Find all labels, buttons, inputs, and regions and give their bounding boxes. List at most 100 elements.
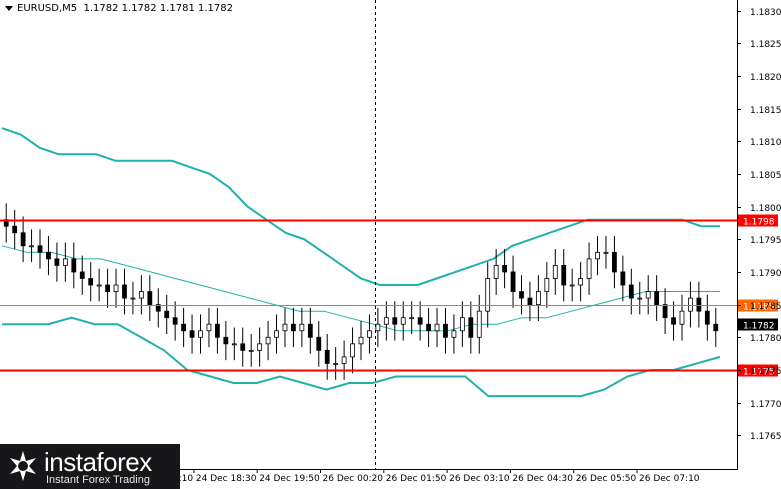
- ohlc-readout: 1.1782 1.1782 1.1781 1.1782: [83, 3, 233, 14]
- candle-body: [544, 278, 550, 292]
- candle-body: [485, 278, 491, 312]
- level-label-bg: [738, 299, 778, 312]
- candle-body: [426, 323, 431, 332]
- candle-body: [274, 330, 279, 338]
- x-tick-label: 26 Dec 05:50: [576, 474, 637, 484]
- candle-body: [519, 291, 524, 299]
- candle-body: [12, 225, 18, 234]
- candle-body: [206, 323, 212, 332]
- candle-body: [147, 291, 153, 306]
- candle-body: [620, 271, 626, 286]
- candle-body: [713, 323, 719, 332]
- candle-body: [443, 323, 448, 338]
- candle-body: [654, 291, 660, 306]
- candle-body: [586, 258, 592, 279]
- candle-body: [645, 291, 651, 299]
- candle-body: [46, 251, 51, 260]
- candle-body: [383, 317, 389, 325]
- candle-body: [155, 304, 161, 312]
- candle-body: [637, 297, 643, 300]
- candle-body: [113, 284, 119, 292]
- candle-body: [29, 245, 34, 248]
- candles: [3, 203, 719, 380]
- x-tick-label: 26 Dec 00:20: [323, 474, 384, 484]
- candle-body: [451, 330, 457, 338]
- current-price-bg: [738, 318, 778, 331]
- candle-body: [164, 310, 170, 319]
- candle-body: [96, 284, 102, 287]
- candle-body: [535, 291, 541, 306]
- candle-body: [468, 317, 474, 338]
- candle-body: [493, 265, 499, 279]
- candle-body: [459, 317, 465, 332]
- candle-body: [231, 343, 237, 346]
- instaforex-logo: instaforex Instant Forex Trading: [0, 444, 180, 489]
- candle-body: [527, 297, 533, 306]
- y-tick-label: 1.1830: [750, 8, 781, 18]
- candle-body: [291, 323, 296, 332]
- candle-body: [240, 343, 246, 351]
- y-tick-label: 1.1810: [750, 138, 781, 148]
- candle-body: [603, 251, 609, 254]
- y-tick-label: 1.1795: [750, 236, 781, 246]
- candle-body: [671, 317, 676, 325]
- candle-body: [130, 297, 136, 300]
- logo-wordmark: instaforex: [44, 447, 152, 477]
- candle-body: [71, 258, 77, 273]
- candle-body: [172, 317, 178, 325]
- candle-body: [569, 284, 575, 287]
- candle-body: [688, 297, 693, 312]
- candle-body: [561, 265, 567, 286]
- candle-body: [316, 336, 322, 351]
- symbol-label: EURUSD,M5: [17, 3, 78, 14]
- instaforex-emblem-icon: [10, 451, 36, 481]
- y-tick-label: 1.1815: [750, 106, 781, 116]
- candle-body: [595, 251, 600, 260]
- candle-body: [612, 251, 617, 273]
- plot-area: [0, 0, 737, 470]
- candle-body: [578, 278, 584, 286]
- y-tick-label: 1.1770: [750, 400, 781, 410]
- y-tick-label: 1.1825: [750, 40, 781, 50]
- candle-body: [307, 323, 313, 338]
- candle-body: [37, 245, 43, 253]
- x-tick-label: 26 Dec 04:30: [512, 474, 573, 484]
- candle-body: [105, 284, 110, 292]
- candle-body: [265, 336, 271, 345]
- candle-body: [62, 258, 68, 266]
- y-axis: 1.1830 1.1825 1.1820 1.1815 1.1810 1.1805 1.18…: [737, 8, 781, 442]
- candle-body: [662, 304, 668, 319]
- candle-body: [223, 336, 229, 345]
- candle-body: [248, 349, 254, 352]
- candle-body: [198, 330, 203, 338]
- candle-body: [704, 310, 710, 325]
- candle-body: [552, 265, 558, 279]
- candle-body: [79, 271, 85, 279]
- y-tick-label: 1.1775: [750, 367, 781, 377]
- bollinger-middle-band: [1, 245, 720, 332]
- candle-body: [138, 291, 144, 299]
- candle-body: [20, 232, 26, 247]
- candle-body: [696, 297, 702, 312]
- candle-body: [476, 310, 482, 338]
- candle-body: [122, 284, 127, 299]
- level-label: 1.1775: [743, 368, 775, 378]
- candle-body: [181, 323, 187, 332]
- triangle-down-icon: [5, 5, 13, 11]
- candle-body: [257, 343, 263, 351]
- level-lines: 1.1798 1.1785 1.1775 1.1782: [0, 0, 778, 469]
- candle-body: [510, 271, 516, 292]
- candle-body: [358, 336, 364, 345]
- y-tick-label: 1.1800: [750, 204, 781, 214]
- y-tick-label: 1.1790: [750, 269, 781, 279]
- level-label-bg: [738, 364, 778, 377]
- candle-body: [400, 317, 406, 325]
- candle-body: [324, 349, 330, 364]
- candle-body: [502, 265, 508, 273]
- x-tick-label: 26 Dec 03:10: [449, 474, 510, 484]
- candle-body: [375, 323, 381, 332]
- candle-body: [341, 356, 347, 364]
- logo-tagline: Instant Forex Trading: [46, 474, 150, 486]
- y-tick-label: 1.1785: [750, 302, 781, 312]
